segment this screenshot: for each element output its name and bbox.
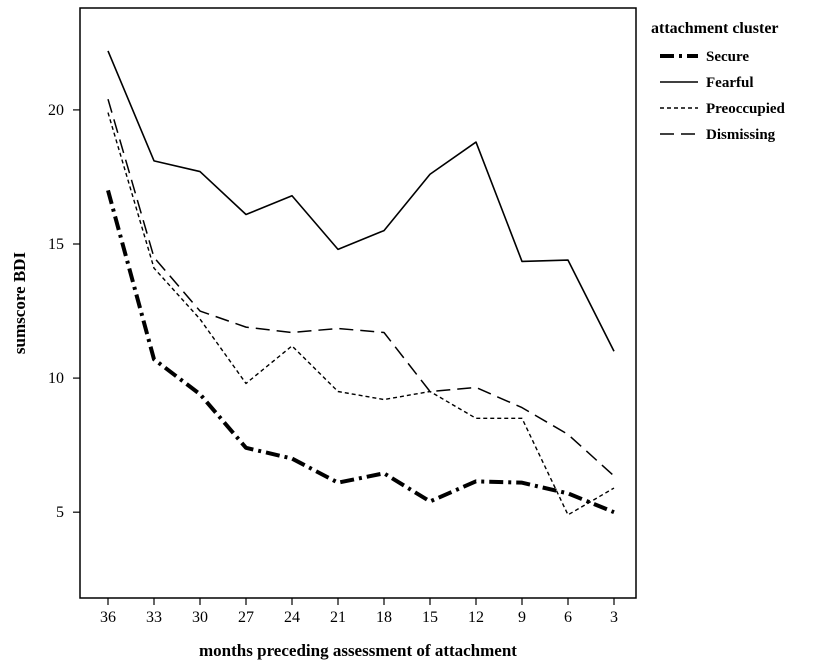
series-line-preoccupied (107, 112, 615, 516)
x-tick-label: 21 (330, 609, 346, 626)
series-lines (106, 50, 615, 516)
y-tick-label: 10 (48, 370, 64, 387)
legend-label-fearful: Fearful (706, 75, 753, 91)
y-axis-ticks: 5 10 15 20 (48, 102, 80, 521)
series-line-secure (106, 189, 615, 515)
y-tick-label: 5 (56, 504, 64, 521)
x-tick-label: 15 (422, 609, 438, 626)
x-axis-title: months preceding assessment of attachmen… (199, 641, 517, 660)
x-tick-label: 6 (564, 609, 572, 626)
x-axis-ticks: 36 33 30 27 24 21 18 15 12 9 6 3 (100, 598, 618, 626)
x-tick-label: 27 (238, 609, 254, 626)
x-tick-label: 33 (146, 609, 162, 626)
legend-label-secure: Secure (706, 49, 749, 65)
y-axis-title: sumscore BDI (10, 252, 29, 355)
x-tick-label: 12 (468, 609, 484, 626)
series-line-fearful (107, 50, 615, 352)
legend-label-dismissing: Dismissing (706, 127, 776, 143)
x-tick-label: 24 (284, 609, 300, 626)
y-tick-label: 20 (48, 102, 64, 119)
plot-area-frame (79, 7, 637, 599)
x-tick-label: 36 (100, 609, 116, 626)
legend-title: attachment cluster (651, 20, 779, 37)
x-tick-label: 18 (376, 609, 392, 626)
x-tick-label: 3 (610, 609, 618, 626)
x-tick-label: 30 (192, 609, 208, 626)
x-tick-label: 9 (518, 609, 526, 626)
y-tick-label: 15 (48, 236, 64, 253)
legend-label-preoccupied: Preoccupied (706, 101, 786, 117)
legend: attachment cluster Secure Fearful Preoccup… (651, 20, 786, 143)
series-line-dismissing (107, 98, 615, 477)
